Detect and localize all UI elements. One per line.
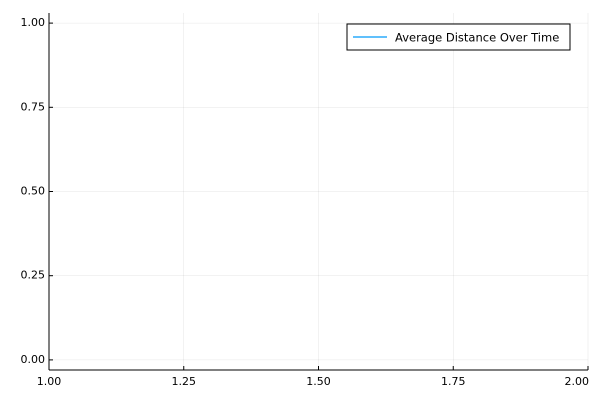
y-tick-label-2: 0.50 [21,185,46,198]
y-tick-label-4: 1.00 [21,16,46,29]
y-tick-label-1: 0.25 [21,269,46,282]
y-tick-label-3: 0.75 [21,100,46,113]
legend: Average Distance Over Time [346,23,571,51]
x-tick-label-4: 2.00 [565,375,590,388]
x-tick-label-0: 1.00 [37,375,62,388]
legend-entry-label: Average Distance Over Time [395,31,559,45]
x-tick-label-1: 1.25 [172,375,197,388]
y-tick-label-0: 0.00 [21,353,46,366]
y-axis-ticks: 0.00 0.25 0.50 0.75 1.00 [21,16,53,366]
x-tick-label-2: 1.50 [306,375,331,388]
x-axis-ticks: 1.00 1.25 1.50 1.75 2.00 [37,366,589,388]
x-tick-label-3: 1.75 [441,375,466,388]
grid [48,13,589,370]
